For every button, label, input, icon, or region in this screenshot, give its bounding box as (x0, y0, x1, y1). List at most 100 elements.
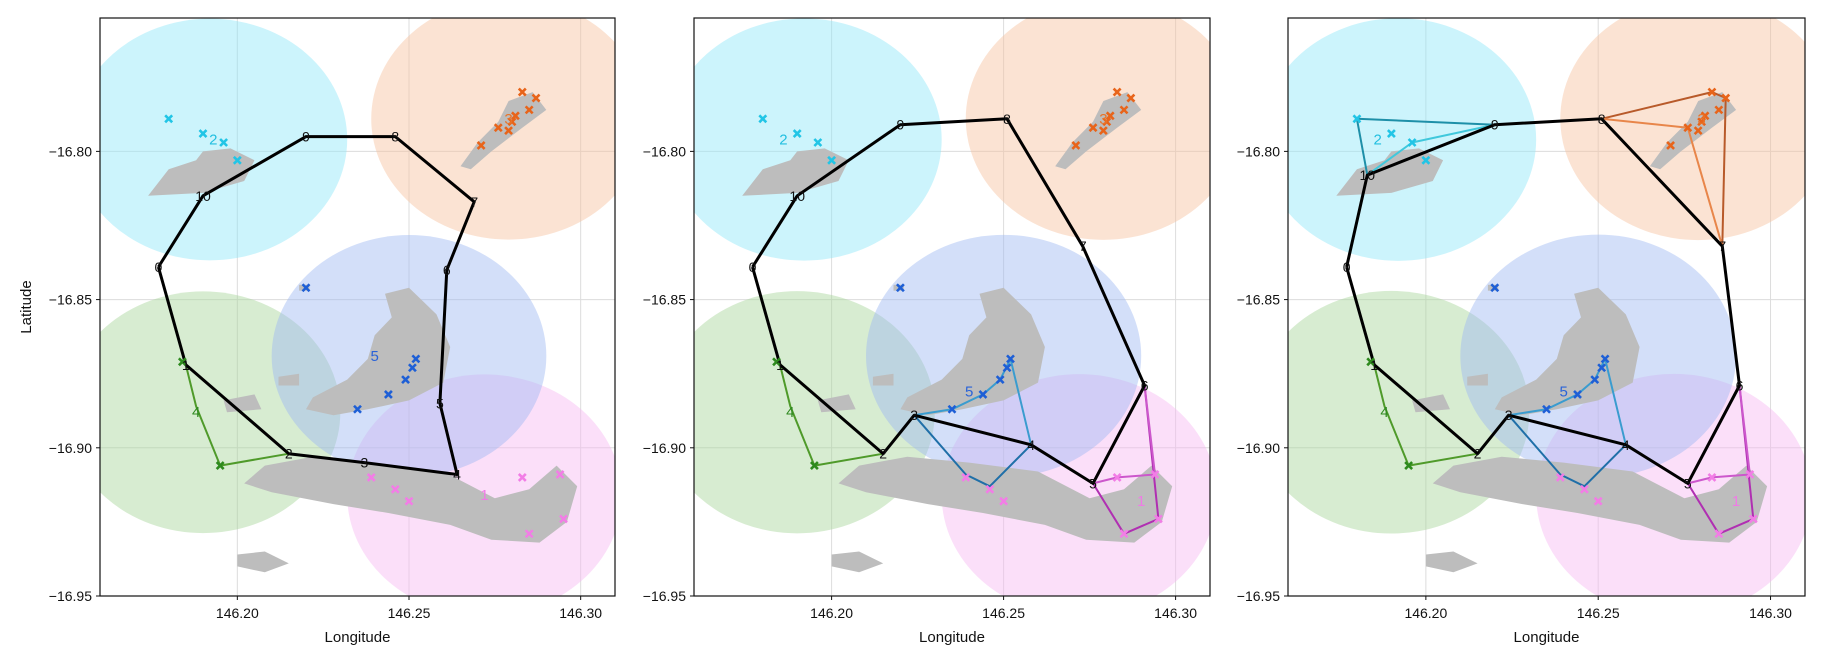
x-axis-label: Longitude (919, 629, 985, 646)
customer-marker (507, 117, 517, 127)
customer-marker (1407, 138, 1417, 147)
customer-marker (524, 105, 534, 115)
customer-marker-stroke (177, 357, 187, 367)
customer-marker-stroke (1593, 496, 1603, 506)
customer-marker (1421, 155, 1431, 165)
customer-marker (999, 496, 1009, 506)
customer-marker-stroke (1119, 529, 1129, 539)
customer-marker-stroke (1555, 473, 1565, 482)
customer-marker (1707, 87, 1717, 97)
customer-marker-stroke (353, 404, 362, 414)
customer-marker-stroke (559, 514, 568, 524)
customer-marker-stroke (401, 375, 410, 385)
customer-marker (1683, 123, 1693, 133)
x-tick-label: 146.20 (216, 605, 259, 621)
cluster-region-2 (694, 18, 942, 261)
main-route (156, 135, 476, 476)
customer-marker-stroke (232, 155, 242, 165)
node-label: 2 (879, 446, 887, 462)
customer-marker (1697, 117, 1707, 127)
plot-area: 1 2 3 4 5 0 1 2 3 4 5 6 7 8 9 10 (1288, 18, 1805, 596)
customer-marker-stroke (758, 114, 768, 124)
customer-marker-stroke (1421, 155, 1431, 165)
customer-marker-stroke (1119, 105, 1129, 115)
node-label: 6 (1141, 378, 1149, 394)
cluster-label: 2 (1373, 132, 1381, 149)
x-tick-label: 146.20 (810, 605, 853, 621)
customer-marker-stroke (517, 87, 527, 97)
customer-marker-stroke (1386, 129, 1396, 139)
customer-marker-stroke (1600, 354, 1610, 364)
customer-marker (1366, 357, 1376, 367)
customer-marker (809, 461, 819, 470)
customer-marker-stroke (1404, 461, 1414, 470)
y-tick-label: −16.85 (643, 292, 686, 308)
land-reef-small (1467, 373, 1488, 386)
customer-marker (517, 473, 527, 482)
customer-marker (1098, 126, 1108, 136)
plot-frame (1287, 17, 1806, 597)
customer-marker-stroke (555, 470, 565, 479)
customer-marker (177, 357, 187, 367)
customer-marker (511, 111, 520, 121)
customer-marker (1490, 283, 1500, 293)
chart-panel-2: 1 2 3 4 5 0 1 2 3 4 5 6 7 8 9 10 146.20 146.25 146.30 −16.8… (643, 17, 1211, 646)
node-label: 2 (1474, 446, 1482, 462)
cluster-region-2 (100, 18, 348, 261)
customer-marker (164, 114, 174, 124)
customer-marker (1600, 354, 1610, 364)
customer-marker (1593, 496, 1603, 506)
x-axis-label: Longitude (1514, 629, 1580, 646)
y-tick-label: −16.90 (643, 440, 686, 456)
customer-marker-stroke (1700, 111, 1710, 121)
customer-marker (1714, 529, 1724, 539)
customer-marker-stroke (895, 283, 905, 293)
cluster-label: 1 (480, 487, 488, 504)
customer-marker (404, 496, 414, 506)
customer-marker (219, 138, 229, 147)
node-label: 4 (1622, 437, 1630, 453)
node-label: 3 (1505, 407, 1513, 423)
cluster-label: 5 (370, 348, 378, 365)
customer-marker (827, 155, 837, 165)
x-tick-label: 146.20 (1404, 605, 1447, 621)
customer-marker (411, 354, 421, 364)
customer-marker-stroke (961, 473, 971, 482)
customer-marker-stroke (507, 117, 517, 127)
subtour-cluster-5 (914, 357, 1033, 446)
customer-marker-stroke (999, 496, 1009, 506)
cluster-label: 2 (779, 132, 787, 149)
y-tick-label: −16.95 (1237, 588, 1280, 604)
customer-marker (1002, 363, 1012, 373)
customer-marker (232, 155, 242, 165)
node-label: 8 (391, 129, 399, 145)
customer-marker (301, 283, 311, 293)
customer-marker (1105, 111, 1115, 121)
customer-marker (524, 529, 534, 539)
chart-panel-3: 1 2 3 4 5 0 1 2 3 4 5 6 7 8 9 10 146.20 146.25 146.30 −16.8… (1237, 17, 1806, 646)
customer-marker (493, 123, 503, 133)
land-island-north-west (1336, 148, 1444, 196)
cluster-region-1 (941, 374, 1210, 596)
node-label: 3 (910, 407, 918, 423)
customer-marker (1071, 141, 1081, 150)
customer-marker (555, 470, 565, 479)
subtour-cluster-3 (1601, 91, 1727, 247)
customer-marker-stroke (772, 357, 781, 367)
cluster-label: 1 (1137, 493, 1145, 510)
node-label: 0 (749, 259, 757, 275)
customer-marker (366, 473, 376, 482)
customer-marker-stroke (1126, 93, 1136, 103)
customer-marker (947, 404, 957, 414)
y-tick-label: −16.90 (49, 440, 92, 456)
customer-marker (961, 473, 971, 482)
customer-marker (1714, 105, 1724, 115)
y-tick-label: −16.80 (1237, 143, 1280, 159)
customer-marker-stroke (1707, 473, 1717, 482)
customer-marker-stroke (1542, 404, 1551, 414)
customer-marker (1573, 390, 1582, 399)
customer-marker (1700, 111, 1710, 121)
customer-marker-stroke (198, 129, 208, 139)
customer-marker-stroke (366, 473, 376, 482)
customer-marker-stroke (383, 390, 393, 399)
